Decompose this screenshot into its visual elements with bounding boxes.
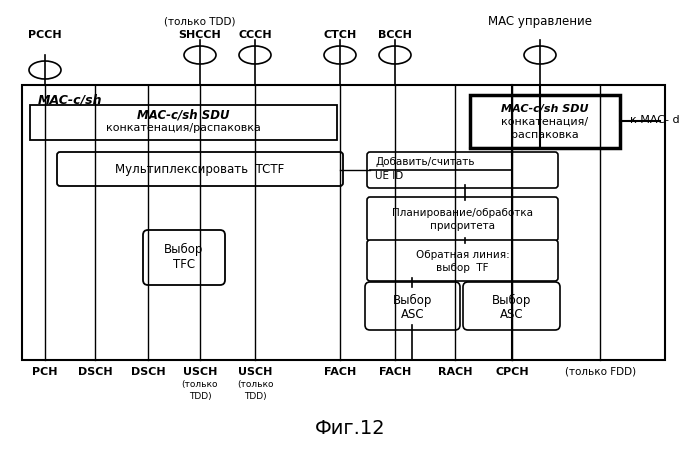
Text: TFC: TFC [173, 257, 195, 270]
Text: конкатенация/: конкатенация/ [501, 117, 589, 127]
Text: Выбор: Выбор [164, 242, 204, 255]
Ellipse shape [524, 46, 556, 64]
Text: распаковка: распаковка [511, 130, 579, 140]
Text: Выбор: Выбор [393, 294, 432, 307]
Text: Выбор: Выбор [492, 294, 531, 307]
FancyBboxPatch shape [57, 152, 343, 186]
Ellipse shape [379, 46, 411, 64]
Ellipse shape [184, 46, 216, 64]
Text: USCH: USCH [183, 367, 217, 377]
Ellipse shape [324, 46, 356, 64]
Bar [470, 95, 620, 148]
FancyBboxPatch shape [367, 152, 558, 188]
Text: USCH: USCH [238, 367, 272, 377]
Text: DSCH: DSCH [131, 367, 165, 377]
Bar [22, 85, 665, 360]
Text: MAC управление: MAC управление [488, 16, 592, 28]
Text: ASC: ASC [500, 308, 524, 321]
Text: FACH: FACH [379, 367, 411, 377]
Text: CCCH: CCCH [238, 30, 272, 40]
Text: выбор  TF: выбор TF [436, 263, 489, 273]
Bar [30, 105, 337, 140]
Text: (только FDD): (только FDD) [565, 367, 636, 377]
Text: MAC-c/sh SDU: MAC-c/sh SDU [501, 104, 589, 114]
Text: FACH: FACH [324, 367, 356, 377]
Text: Добавить/считать: Добавить/считать [375, 157, 475, 167]
Text: CPCH: CPCH [495, 367, 528, 377]
Text: Планирование/обработка: Планирование/обработка [392, 208, 533, 218]
Text: к MAC- d: к MAC- d [630, 115, 680, 125]
Text: ASC: ASC [400, 308, 424, 321]
Text: RACH: RACH [438, 367, 472, 377]
Text: DSCH: DSCH [78, 367, 112, 377]
FancyBboxPatch shape [463, 282, 560, 330]
Text: MAC-c/sh SDU: MAC-c/sh SDU [137, 109, 230, 122]
Text: PCH: PCH [32, 367, 57, 377]
Ellipse shape [29, 61, 61, 79]
Text: (только TDD): (только TDD) [164, 17, 236, 27]
FancyBboxPatch shape [367, 197, 558, 241]
Text: (только: (только [182, 380, 218, 389]
Text: Фиг.12: Фиг.12 [315, 418, 385, 437]
Text: PCCH: PCCH [28, 30, 62, 40]
Text: CTCH: CTCH [323, 30, 356, 40]
Text: конкатенация/распаковка: конкатенация/распаковка [106, 123, 261, 133]
Text: Мультиплексировать  TCTF: Мультиплексировать TCTF [116, 163, 285, 176]
Text: TDD): TDD) [189, 392, 211, 401]
Text: SHCCH: SHCCH [178, 30, 221, 40]
Text: MAC-c/sh: MAC-c/sh [38, 93, 102, 106]
Text: Обратная линия:: Обратная линия: [416, 250, 510, 260]
Text: (только: (только [237, 380, 273, 389]
FancyBboxPatch shape [367, 240, 558, 281]
Text: приоритета: приоритета [430, 221, 495, 231]
FancyBboxPatch shape [365, 282, 460, 330]
Text: BCCH: BCCH [378, 30, 412, 40]
Text: TDD): TDD) [244, 392, 266, 401]
Ellipse shape [239, 46, 271, 64]
FancyBboxPatch shape [143, 230, 225, 285]
Text: UE ID: UE ID [375, 171, 403, 181]
